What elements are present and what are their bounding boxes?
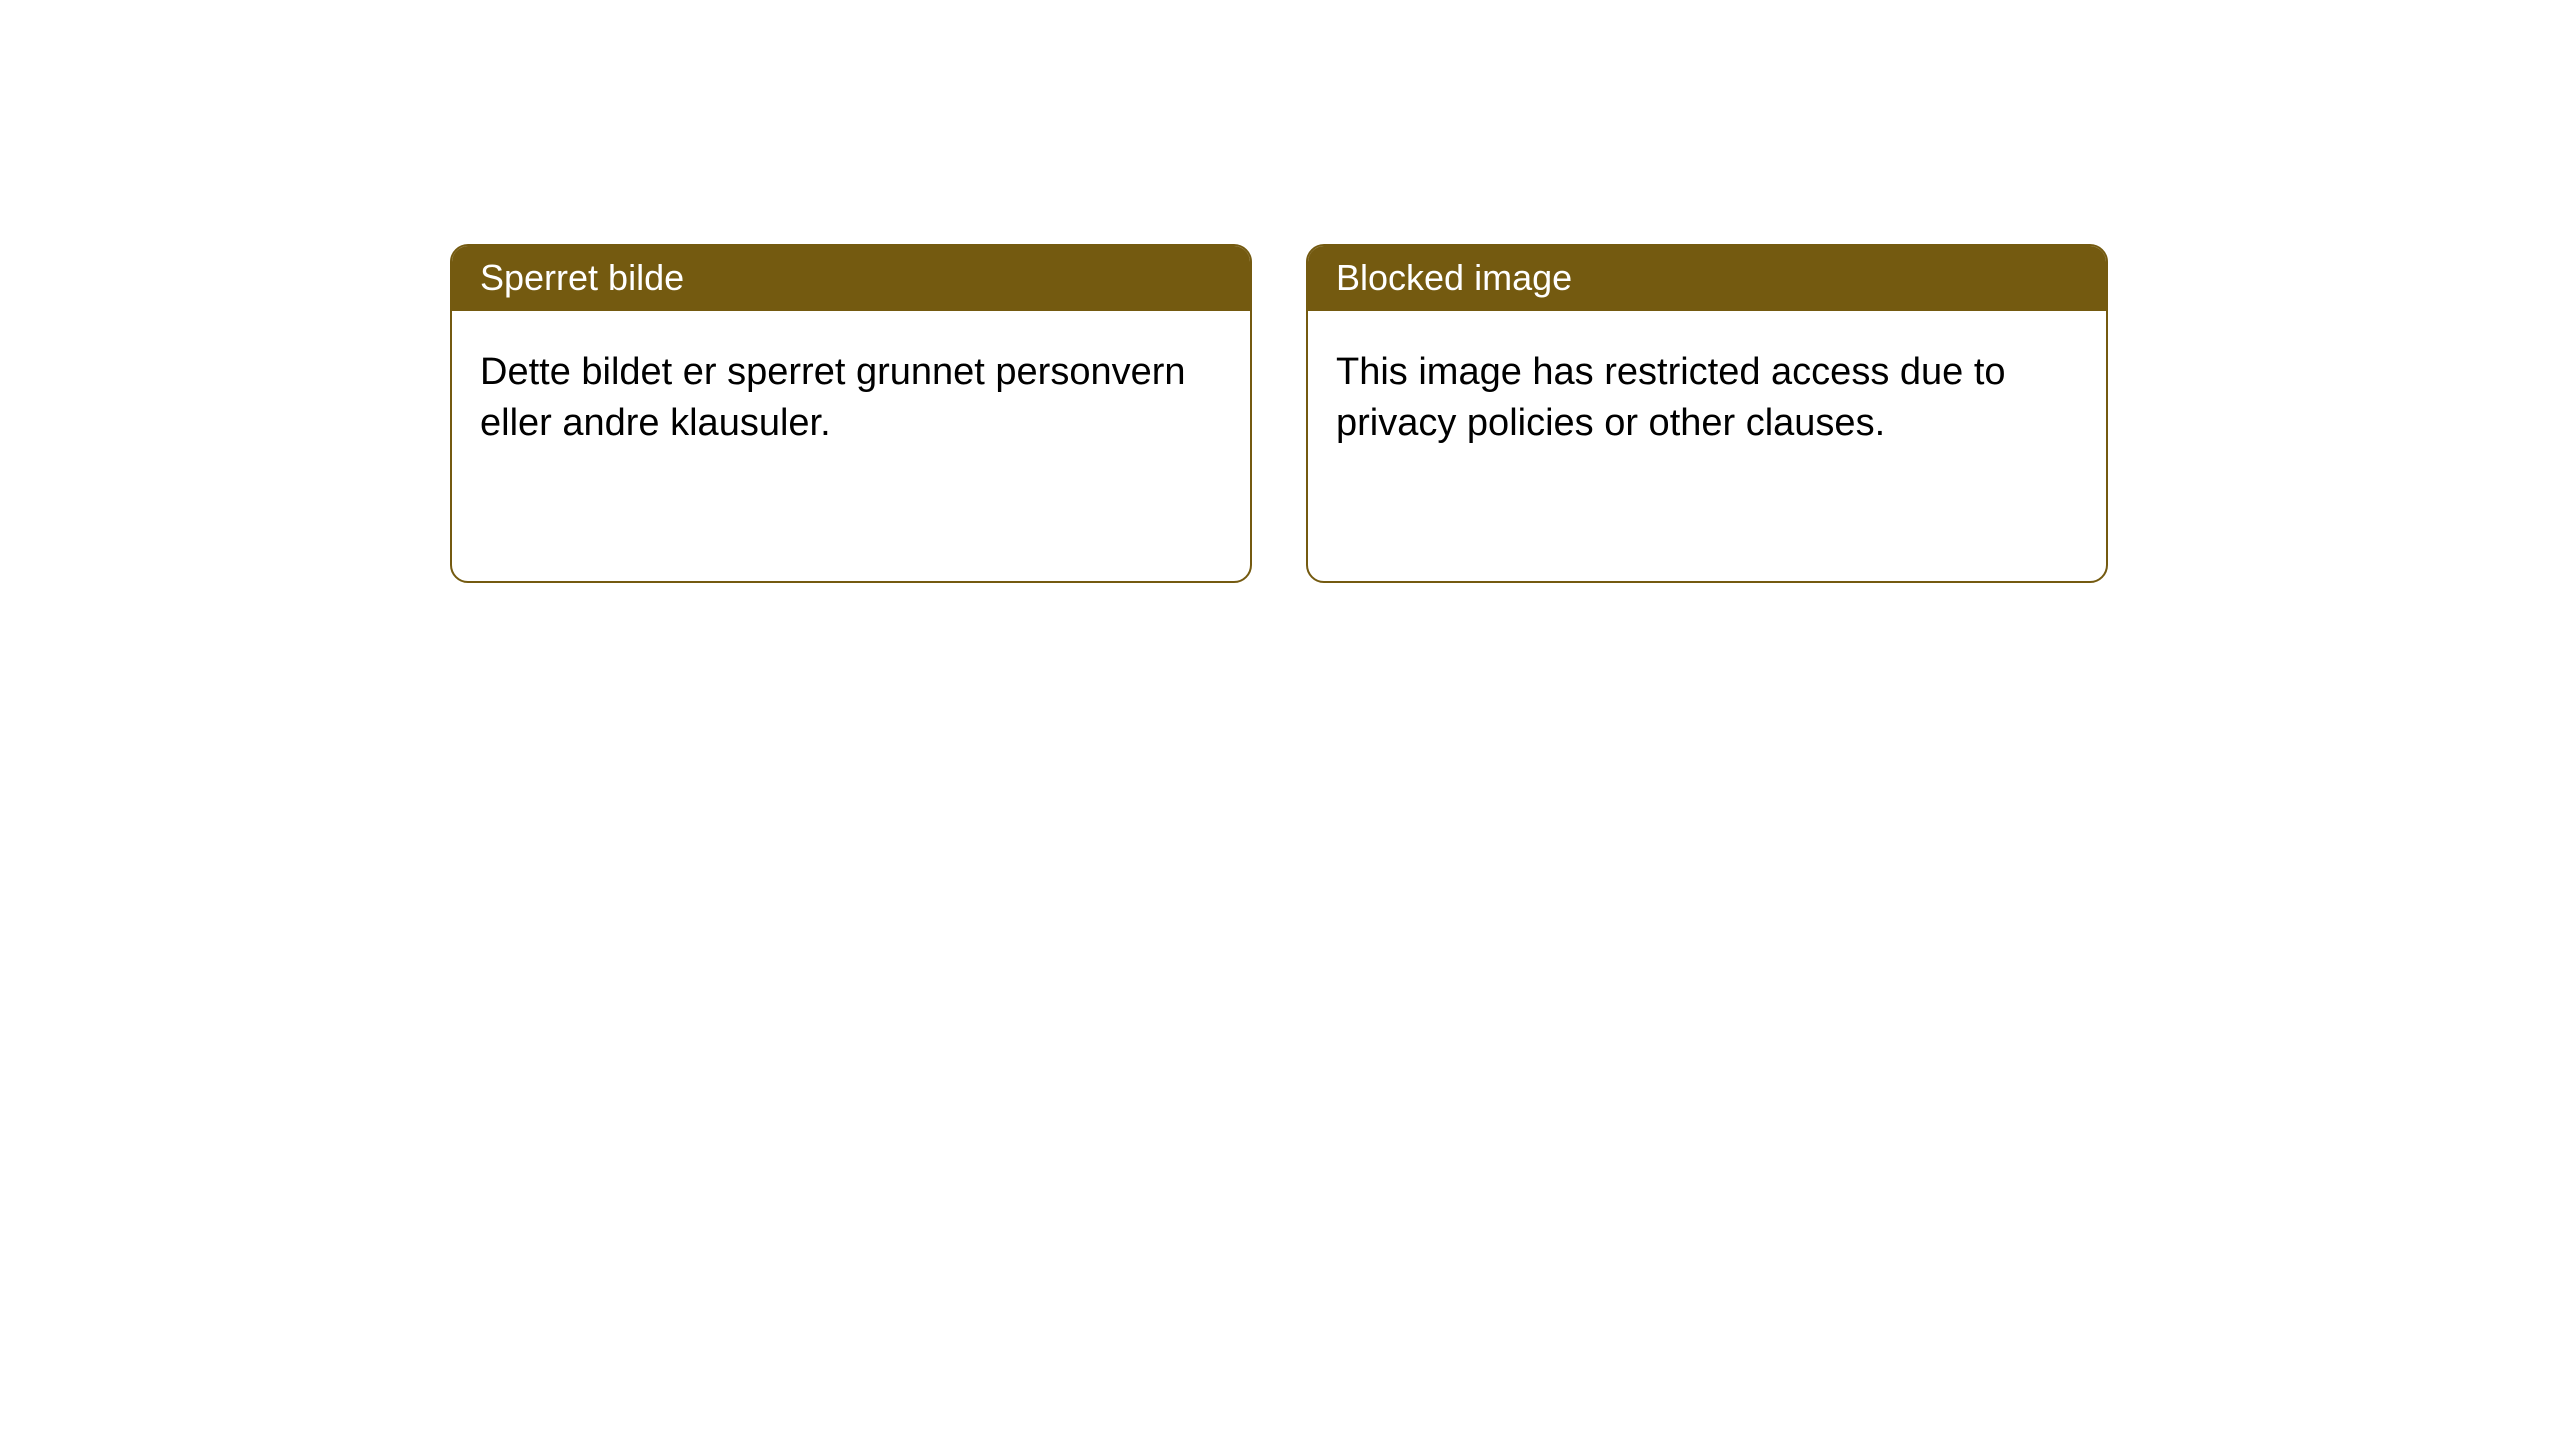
notice-container: Sperret bilde Dette bildet er sperret gr…	[0, 0, 2560, 583]
notice-card-body-no: Dette bildet er sperret grunnet personve…	[452, 311, 1250, 581]
notice-card-body-en: This image has restricted access due to …	[1308, 311, 2106, 581]
notice-card-en: Blocked image This image has restricted …	[1306, 244, 2108, 583]
notice-card-header-en: Blocked image	[1308, 246, 2106, 311]
notice-card-no: Sperret bilde Dette bildet er sperret gr…	[450, 244, 1252, 583]
notice-card-header-no: Sperret bilde	[452, 246, 1250, 311]
